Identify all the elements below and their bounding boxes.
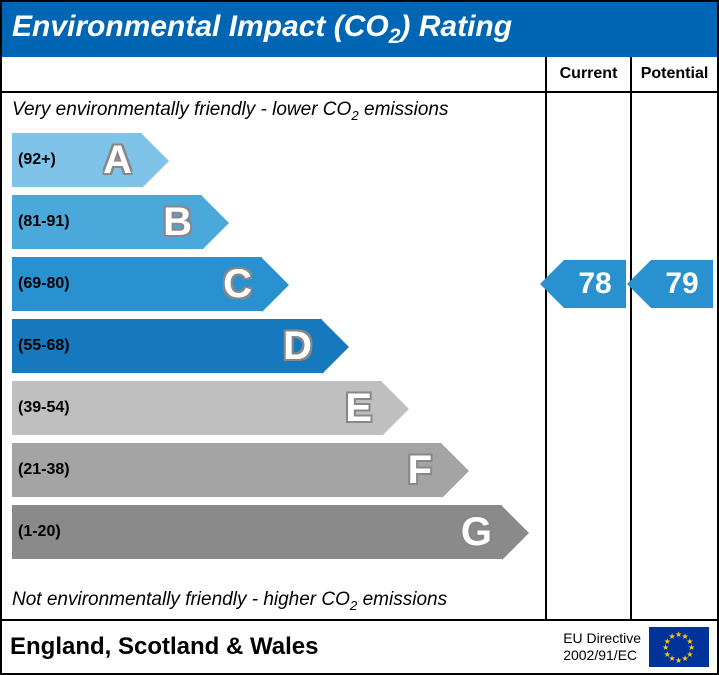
band-letter: A — [103, 138, 134, 183]
current-pointer: 78 — [564, 260, 626, 308]
current-header: Current — [547, 57, 630, 93]
directive-text: EU Directive 2002/91/EC — [563, 630, 641, 664]
band-letter: G — [461, 510, 494, 555]
bands-body: Very environmentally friendly - lower CO… — [2, 93, 545, 619]
note-top: Very environmentally friendly - lower CO… — [12, 99, 448, 123]
band-f: (21-38) F — [12, 443, 442, 497]
eu-star-icon: ★ — [669, 632, 676, 642]
bands-header-spacer — [2, 57, 545, 93]
band-g: (1-20) G — [12, 505, 502, 559]
bands-column: Very environmentally friendly - lower CO… — [2, 57, 547, 619]
band-range: (81-91) — [12, 213, 70, 231]
band-letter: D — [283, 324, 314, 369]
band-range: (1-20) — [12, 523, 61, 541]
band-letter: F — [408, 448, 434, 493]
potential-body: 79 — [632, 93, 717, 619]
band-letter: B — [163, 200, 194, 245]
band-d: (55-68) D — [12, 319, 322, 373]
potential-pointer: 79 — [651, 260, 713, 308]
main-grid: Very environmentally friendly - lower CO… — [2, 57, 717, 619]
eu-star-icon: ★ — [675, 656, 682, 666]
directive-line2: 2002/91/EC — [563, 647, 641, 664]
band-a: (92+) A — [12, 133, 142, 187]
band-letter: C — [223, 262, 254, 307]
band-range: (69-80) — [12, 275, 70, 293]
band-range: (92+) — [12, 151, 56, 169]
eu-flag-icon: ★★★★★★★★★★★★ — [649, 627, 709, 667]
directive-block: EU Directive 2002/91/EC ★★★★★★★★★★★★ — [563, 627, 709, 667]
region-text: England, Scotland & Wales — [10, 633, 318, 661]
note-bottom: Not environmentally friendly - higher CO… — [12, 589, 447, 613]
directive-line1: EU Directive — [563, 630, 641, 647]
title-text: Environmental Impact (CO2) Rating — [12, 10, 512, 43]
eu-star-icon: ★ — [682, 654, 689, 664]
title-bar: Environmental Impact (CO2) Rating — [2, 2, 717, 57]
band-range: (55-68) — [12, 337, 70, 355]
band-range: (39-54) — [12, 399, 70, 417]
potential-column: Potential 79 — [632, 57, 717, 619]
current-body: 78 — [547, 93, 630, 619]
epc-environmental-rating-chart: Environmental Impact (CO2) Rating Very e… — [0, 0, 719, 675]
potential-header: Potential — [632, 57, 717, 93]
band-e: (39-54) E — [12, 381, 382, 435]
band-letter: E — [345, 386, 374, 431]
band-range: (21-38) — [12, 461, 70, 479]
footer: England, Scotland & Wales EU Directive 2… — [2, 619, 717, 673]
current-column: Current 78 — [547, 57, 632, 619]
band-b: (81-91) B — [12, 195, 202, 249]
band-c: (69-80) C — [12, 257, 262, 311]
